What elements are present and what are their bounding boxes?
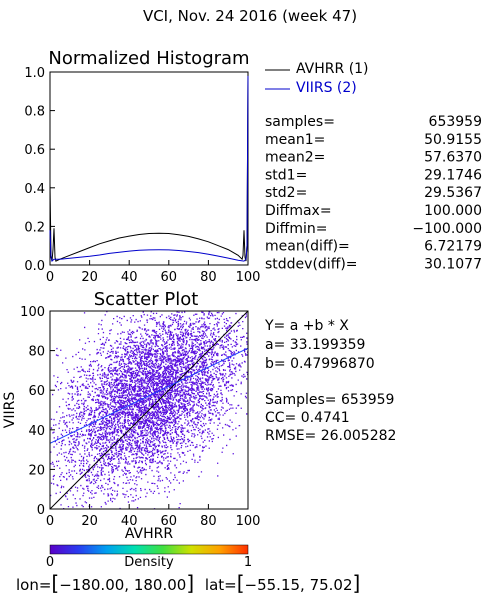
scatter-y-tick-label: 100 — [20, 305, 45, 320]
scatter-x-tick-label: 20 — [81, 514, 98, 529]
figure-title: VCI, Nov. 24 2016 (week 47) — [143, 7, 357, 25]
histogram-x-tick-label: 40 — [121, 270, 138, 285]
histogram-x-tick-label: 100 — [236, 270, 261, 285]
scatter-x-tick-label: 0 — [46, 514, 54, 529]
regression-a: a= 33.199359 — [265, 337, 365, 353]
regression-samples: Samples= 653959 — [265, 392, 394, 408]
scatter-frame — [49, 310, 249, 510]
stat-value: 29.5367 — [424, 185, 482, 201]
lat-open-bracket: [ — [237, 571, 245, 595]
colorbar-min-label: 0 — [46, 555, 54, 570]
histogram-x-tick-label: 20 — [81, 270, 98, 285]
histogram-title: Normalized Histogram — [48, 48, 249, 69]
scatter-x-tick-label: 100 — [236, 514, 261, 529]
stat-value: 6.72179 — [424, 239, 482, 255]
geo-extent-footer: lon=[−180.00, 180.00] lat=[−55.15, 75.02… — [16, 571, 360, 595]
regression-cc: CC= 0.4741 — [265, 410, 350, 426]
histogram-x-tick-label: 80 — [200, 270, 217, 285]
stat-value: 50.9155 — [424, 132, 482, 148]
histogram-y-tick-label: 0.4 — [24, 182, 45, 197]
histogram-y-tick-label: 1.0 — [24, 66, 45, 81]
scatter-y-tick-label: 0 — [37, 503, 45, 518]
scatter-y-tick-label: 60 — [28, 384, 45, 399]
regression-fit-line — [49, 347, 249, 444]
scatter-x-label: AVHRR — [125, 526, 174, 542]
histogram-y-ticks: 0.0 0.2 0.4 0.6 0.8 1.0 — [24, 66, 55, 274]
scatter-y-tick-label: 20 — [28, 463, 45, 478]
lat-prefix: lat= — [205, 576, 237, 594]
histogram-series-viirs — [49, 75, 249, 263]
colorbar-gradient — [49, 544, 249, 555]
stat-value: 653959 — [429, 114, 482, 130]
scatter-y-tick-label: 80 — [28, 345, 45, 360]
stat-value: 30.1077 — [424, 256, 482, 272]
colorbar-title: Density — [124, 555, 174, 570]
histogram-y-tick-label: 0.8 — [24, 105, 45, 120]
identity-line — [49, 310, 249, 510]
legend-label-avhrr: AVHRR (1) — [296, 61, 369, 77]
stat-label: mean(diff)= — [265, 239, 350, 255]
scatter-y-ticks: 0 20 40 60 80 100 — [20, 305, 55, 518]
histogram-y-tick-label: 0.2 — [24, 220, 45, 235]
stat-label: std2= — [265, 185, 307, 201]
lat-range: −55.15, 75.02 — [245, 576, 353, 594]
stat-label: Diffmax= — [265, 203, 332, 219]
colorbar-max-label: 1 — [244, 555, 252, 570]
stat-label: stddev(diff)= — [265, 256, 358, 272]
stat-label: std1= — [265, 167, 307, 183]
scatter-y-label: VIIRS — [2, 392, 18, 429]
histogram-frame — [49, 71, 249, 266]
histogram-x-tick-label: 0 — [46, 270, 54, 285]
density-colorbar: 0 Density 1 — [46, 544, 252, 570]
scatter-y-tick-label: 40 — [28, 424, 45, 439]
scatter-x-tick-label: 60 — [161, 514, 178, 529]
histogram-chart: Normalized Histogram 0 20 40 60 80 100 0.0 0.2… — [24, 48, 368, 285]
stat-value: −100.000 — [412, 221, 482, 237]
stat-value: 29.1746 — [424, 167, 482, 183]
histogram-y-tick-label: 0.0 — [24, 259, 45, 274]
stat-value: 100.000 — [424, 203, 482, 219]
regression-rmse: RMSE= 26.005282 — [265, 428, 396, 444]
stat-label: mean2= — [265, 150, 325, 166]
regression-b: b= 0.47996870 — [265, 356, 375, 372]
lon-range: −180.00, 180.00 — [59, 576, 186, 594]
histogram-series-group — [49, 71, 249, 263]
histogram-x-tick-label: 60 — [161, 270, 178, 285]
stats-block: samples= 653959 mean1= 50.9155 mean2= 57.6370… — [265, 114, 482, 272]
regression-block: Y= a +b * X a= 33.199359 b= 0.47996870 S… — [264, 318, 396, 444]
scatter-x-ticks: 0 20 40 60 80 100 — [46, 504, 261, 529]
lon-close-bracket: ] — [186, 571, 194, 595]
stat-label: samples= — [265, 114, 335, 130]
scatter-x-tick-label: 40 — [121, 514, 138, 529]
lon-open-bracket: [ — [51, 571, 59, 595]
scatter-chart: Scatter Plot 0 20 40 60 80 100 0 20 40 60 80 100 A… — [2, 289, 260, 542]
histogram-series-avhrr — [49, 71, 249, 262]
lon-prefix: lon= — [16, 576, 51, 594]
regression-equation: Y= a +b * X — [264, 318, 349, 334]
histogram-x-ticks: 0 20 40 60 80 100 — [46, 260, 261, 285]
legend-label-viirs: VIIRS (2) — [296, 80, 357, 96]
histogram-y-tick-label: 0.6 — [24, 143, 45, 158]
lat-close-bracket: ] — [353, 571, 361, 595]
scatter-x-tick-label: 80 — [200, 514, 217, 529]
scatter-title: Scatter Plot — [94, 289, 199, 310]
stat-label: Diffmin= — [265, 221, 327, 237]
stat-value: 57.6370 — [424, 150, 482, 166]
stat-label: mean1= — [265, 132, 325, 148]
